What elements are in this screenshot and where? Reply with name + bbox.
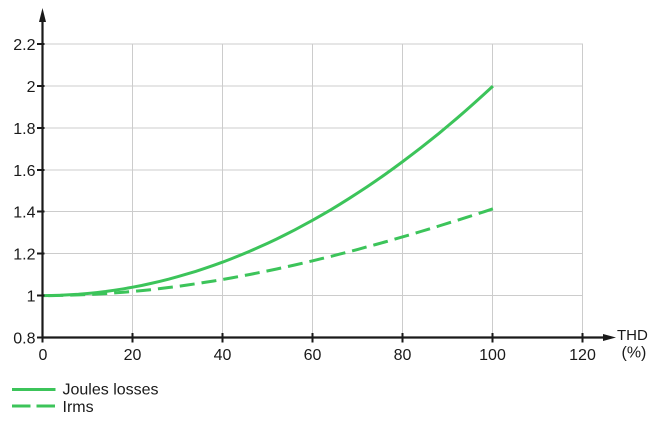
svg-text:2: 2	[27, 79, 36, 96]
svg-text:40: 40	[214, 347, 232, 364]
svg-text:1.8: 1.8	[13, 121, 35, 138]
svg-text:Joules losses: Joules losses	[63, 382, 159, 399]
svg-text:1.6: 1.6	[13, 163, 35, 180]
svg-text:1: 1	[27, 288, 36, 305]
svg-text:1.2: 1.2	[13, 247, 35, 264]
svg-text:0: 0	[39, 347, 48, 364]
svg-text:2.2: 2.2	[13, 37, 35, 54]
svg-text:60: 60	[304, 347, 322, 364]
svg-text:(%): (%)	[622, 345, 647, 362]
svg-text:80: 80	[394, 347, 412, 364]
svg-text:0.8: 0.8	[13, 330, 35, 347]
svg-text:THD: THD	[617, 327, 648, 344]
svg-text:120: 120	[569, 347, 596, 364]
svg-text:100: 100	[479, 347, 506, 364]
svg-text:1.4: 1.4	[13, 205, 35, 222]
svg-text:20: 20	[124, 347, 142, 364]
svg-text:Irms: Irms	[63, 399, 94, 416]
